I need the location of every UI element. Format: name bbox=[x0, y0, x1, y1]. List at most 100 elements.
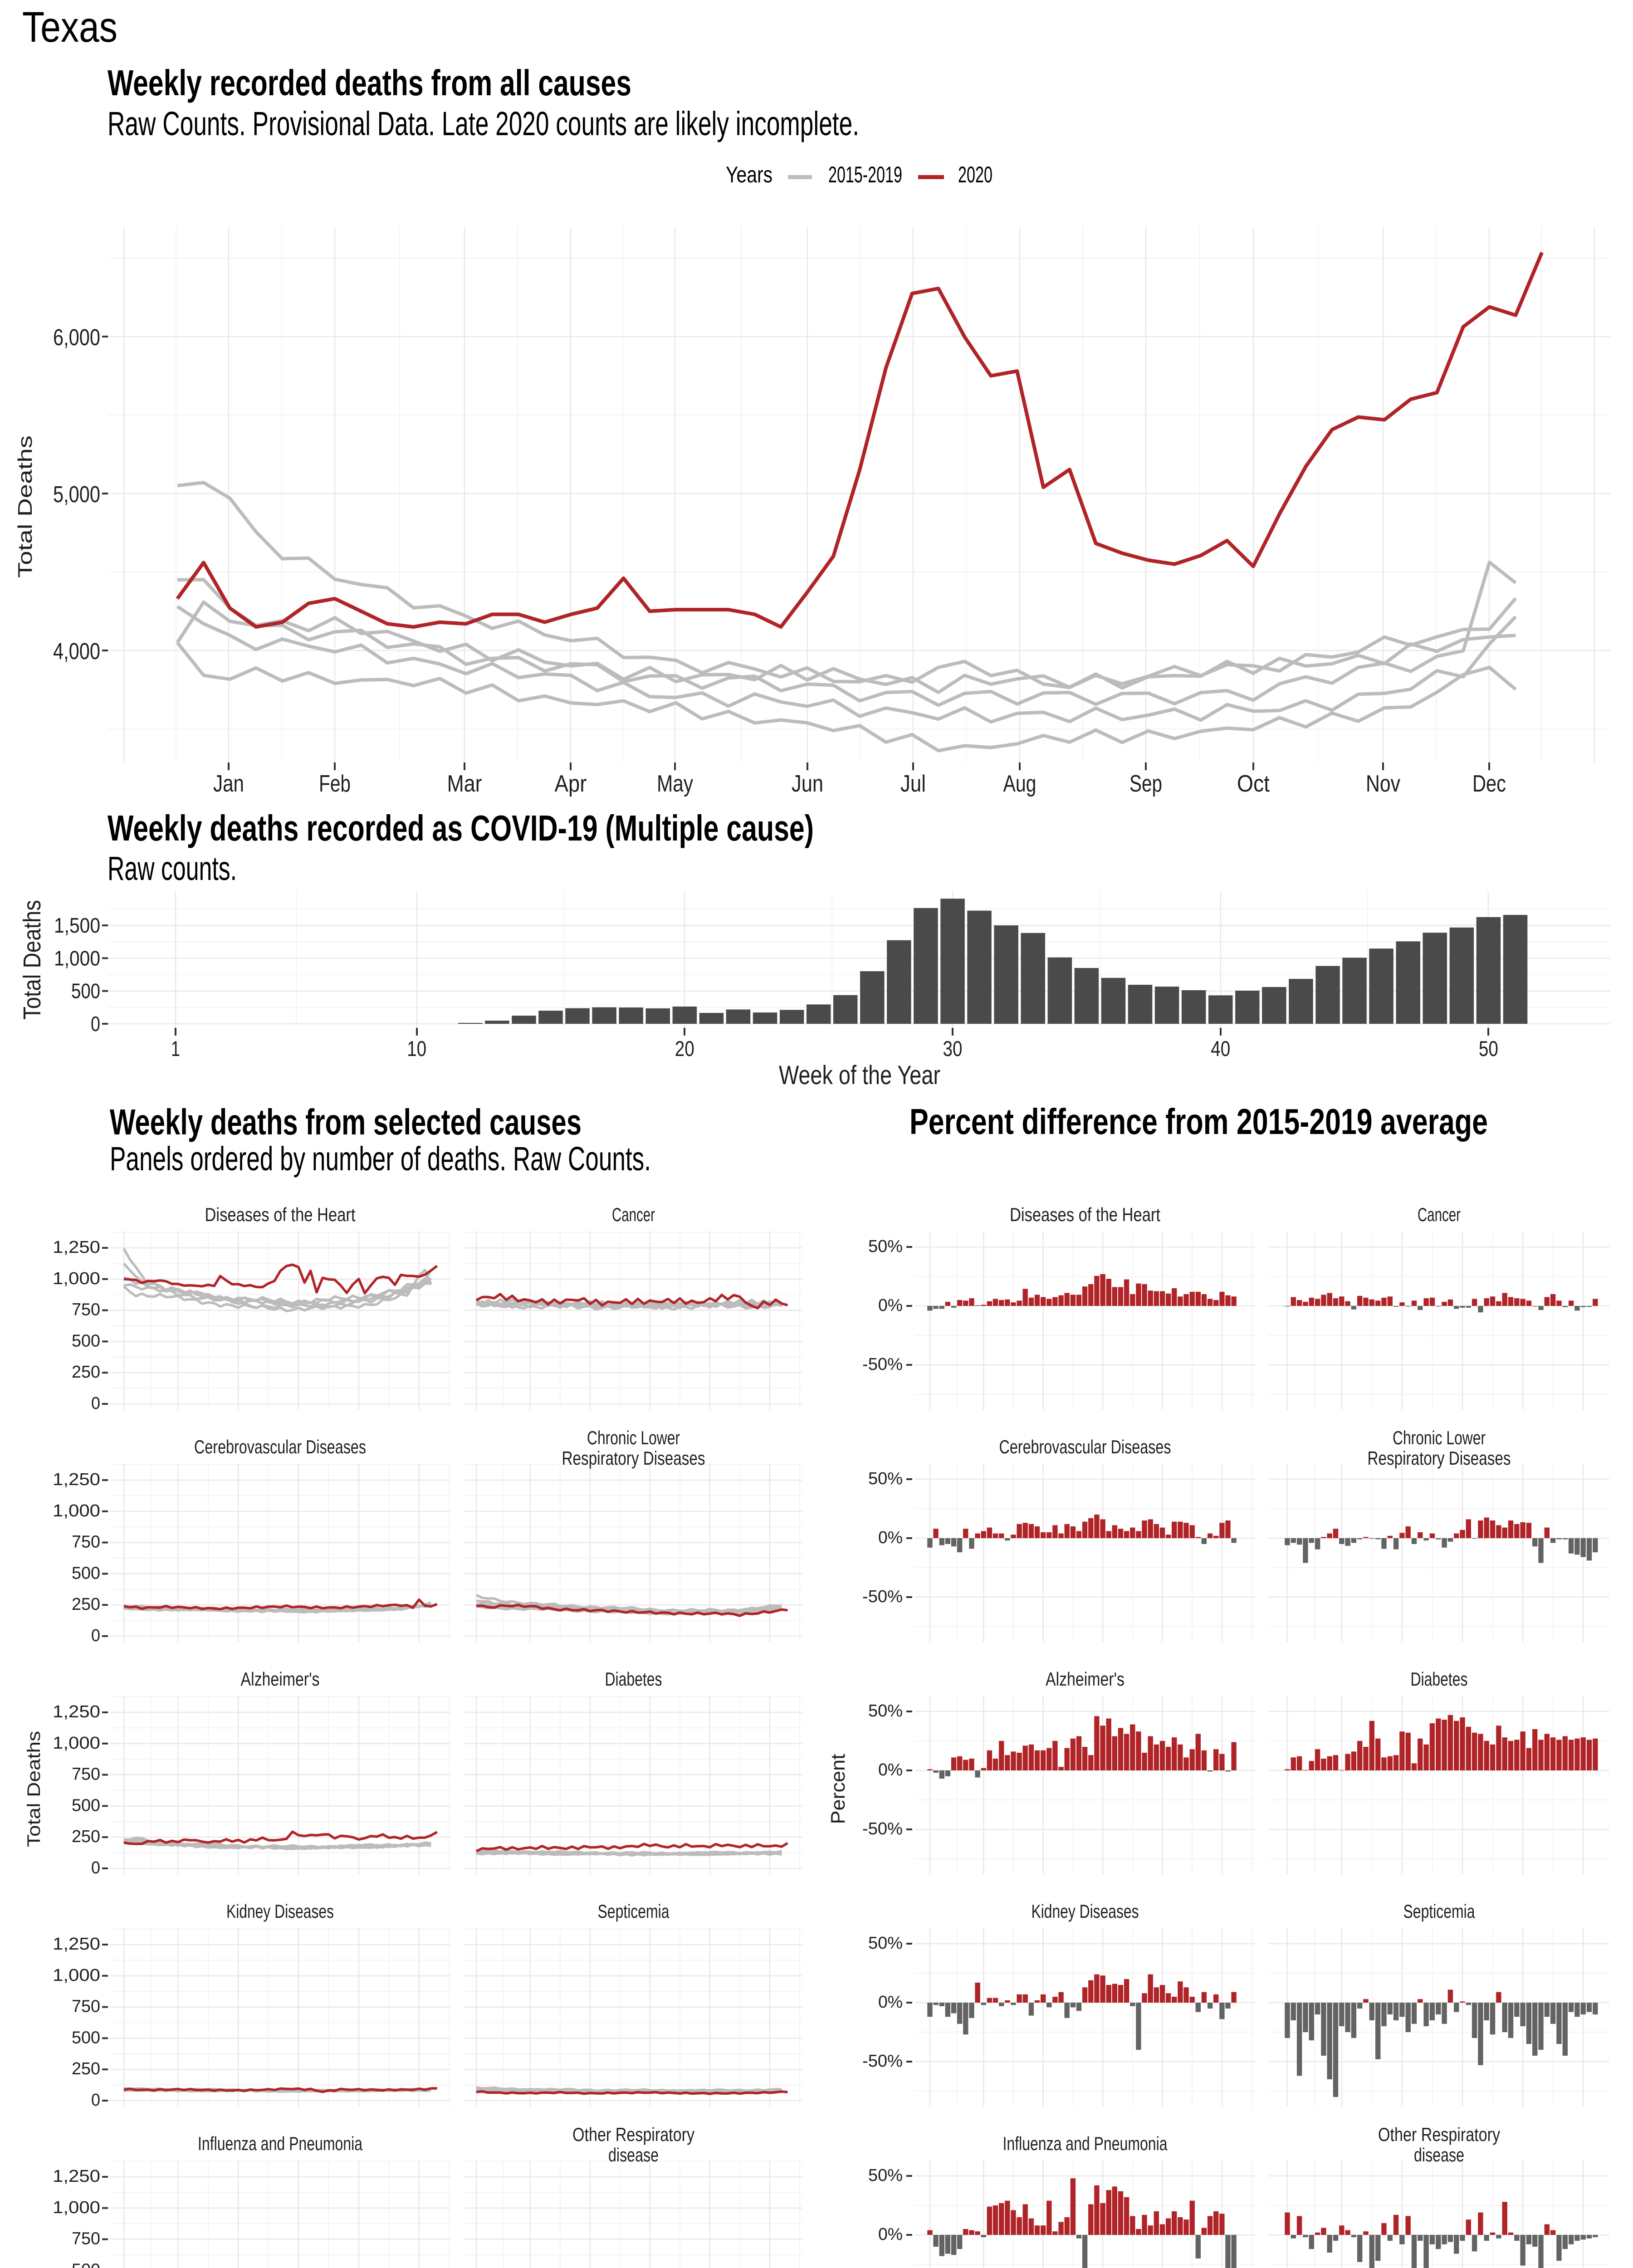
svg-text:Alzheimer's: Alzheimer's bbox=[1046, 1668, 1125, 1690]
svg-text:2020: 2020 bbox=[958, 162, 993, 187]
svg-text:Diabetes: Diabetes bbox=[1411, 1668, 1468, 1690]
svg-text:Septicemia: Septicemia bbox=[598, 1901, 670, 1922]
svg-text:0: 0 bbox=[91, 1012, 100, 1036]
svg-text:40: 40 bbox=[1211, 1036, 1230, 1061]
svg-text:Weekly deaths from selected ca: Weekly deaths from selected causes bbox=[110, 1102, 582, 1142]
svg-text:0%: 0% bbox=[878, 2225, 903, 2244]
svg-text:May: May bbox=[657, 771, 693, 797]
svg-text:Cancer: Cancer bbox=[1418, 1204, 1461, 1225]
svg-text:Oct: Oct bbox=[1237, 771, 1270, 797]
svg-text:Alzheimer's: Alzheimer's bbox=[241, 1668, 320, 1690]
svg-text:1,000: 1,000 bbox=[54, 946, 100, 970]
svg-text:50%: 50% bbox=[868, 1934, 903, 1953]
svg-text:Jul: Jul bbox=[900, 771, 926, 797]
svg-text:Percent difference from 2015-2: Percent difference from 2015-2019 averag… bbox=[909, 1101, 1488, 1142]
svg-text:1,500: 1,500 bbox=[54, 914, 100, 937]
svg-text:500: 500 bbox=[72, 1564, 100, 1583]
svg-text:750: 750 bbox=[72, 1533, 100, 1552]
svg-text:Cerebrovascular Diseases: Cerebrovascular Diseases bbox=[194, 1436, 366, 1457]
svg-text:Cancer: Cancer bbox=[612, 1204, 655, 1225]
svg-text:Weekly deaths recorded as COVI: Weekly deaths recorded as COVID-19 (Mult… bbox=[108, 808, 814, 848]
svg-text:6,000: 6,000 bbox=[53, 324, 100, 350]
svg-text:1,000: 1,000 bbox=[53, 1501, 100, 1520]
svg-text:Chronic Lower: Chronic Lower bbox=[587, 1427, 680, 1448]
svg-text:Chronic Lower: Chronic Lower bbox=[1393, 1427, 1486, 1448]
svg-text:1,250: 1,250 bbox=[53, 1470, 100, 1489]
svg-text:Kidney Diseases: Kidney Diseases bbox=[1032, 1901, 1139, 1922]
svg-text:Aug: Aug bbox=[1003, 771, 1037, 797]
svg-text:750: 750 bbox=[72, 1300, 100, 1320]
svg-text:Influenza and Pneumonia: Influenza and Pneumonia bbox=[1003, 2133, 1168, 2154]
svg-text:Total Deaths: Total Deaths bbox=[24, 1731, 44, 1847]
svg-text:250: 250 bbox=[72, 1595, 100, 1614]
svg-text:Total Deaths: Total Deaths bbox=[19, 900, 46, 1020]
svg-text:Mar: Mar bbox=[447, 771, 482, 797]
svg-text:500: 500 bbox=[72, 1331, 100, 1350]
svg-text:Diseases of the Heart: Diseases of the Heart bbox=[1010, 1204, 1160, 1225]
svg-text:1,000: 1,000 bbox=[53, 2198, 100, 2217]
svg-text:Jan: Jan bbox=[213, 771, 244, 797]
svg-text:500: 500 bbox=[72, 2260, 100, 2268]
svg-text:1,000: 1,000 bbox=[53, 1734, 100, 1753]
svg-text:Diseases of the Heart: Diseases of the Heart bbox=[205, 1204, 356, 1225]
svg-text:Jun: Jun bbox=[792, 771, 823, 797]
svg-text:0: 0 bbox=[91, 1858, 100, 1877]
svg-text:750: 750 bbox=[72, 2229, 100, 2248]
svg-text:500: 500 bbox=[72, 1796, 100, 1815]
svg-text:50%: 50% bbox=[868, 1701, 903, 1721]
svg-text:1,250: 1,250 bbox=[53, 2167, 100, 2186]
svg-text:0: 0 bbox=[91, 2091, 100, 2110]
svg-text:Other Respiratory: Other Respiratory bbox=[1378, 2124, 1500, 2145]
svg-text:50%: 50% bbox=[868, 1469, 903, 1488]
svg-text:disease: disease bbox=[1414, 2144, 1464, 2165]
svg-text:Panels ordered by number of de: Panels ordered by number of deaths. Raw … bbox=[110, 1140, 651, 1178]
svg-text:1,250: 1,250 bbox=[53, 1702, 100, 1721]
svg-text:1,000: 1,000 bbox=[53, 1269, 100, 1288]
svg-text:Respiratory Diseases: Respiratory Diseases bbox=[1368, 1447, 1511, 1469]
svg-text:disease: disease bbox=[608, 2144, 659, 2165]
svg-text:Septicemia: Septicemia bbox=[1403, 1901, 1475, 1922]
svg-text:Feb: Feb bbox=[319, 771, 351, 797]
svg-text:Percent: Percent bbox=[827, 1754, 849, 1824]
svg-text:Total Deaths: Total Deaths bbox=[14, 435, 36, 578]
svg-text:Diabetes: Diabetes bbox=[605, 1668, 662, 1690]
svg-text:2015-2019: 2015-2019 bbox=[828, 162, 902, 187]
svg-text:1,250: 1,250 bbox=[53, 1238, 100, 1257]
svg-text:30: 30 bbox=[943, 1036, 963, 1061]
svg-text:500: 500 bbox=[71, 979, 100, 1003]
svg-text:10: 10 bbox=[407, 1036, 426, 1061]
svg-text:Other Respiratory: Other Respiratory bbox=[572, 2124, 694, 2145]
svg-text:50: 50 bbox=[1479, 1036, 1498, 1061]
svg-text:-50%: -50% bbox=[862, 1587, 903, 1606]
svg-text:750: 750 bbox=[72, 1765, 100, 1784]
svg-text:5,000: 5,000 bbox=[53, 481, 100, 507]
svg-text:Cerebrovascular Diseases: Cerebrovascular Diseases bbox=[999, 1436, 1171, 1457]
svg-text:Sep: Sep bbox=[1129, 771, 1162, 797]
svg-text:Raw Counts. Provisional Data.: Raw Counts. Provisional Data. Late 2020 … bbox=[108, 105, 859, 142]
svg-text:750: 750 bbox=[72, 1997, 100, 2016]
svg-text:0%: 0% bbox=[878, 1760, 903, 1779]
svg-text:0%: 0% bbox=[878, 1296, 903, 1315]
svg-text:Kidney Diseases: Kidney Diseases bbox=[226, 1901, 334, 1922]
svg-text:Week of the Year: Week of the Year bbox=[779, 1061, 940, 1090]
svg-text:1,250: 1,250 bbox=[53, 1935, 100, 1954]
svg-text:-50%: -50% bbox=[862, 1355, 903, 1374]
svg-text:0: 0 bbox=[91, 1394, 100, 1413]
svg-text:Years: Years bbox=[726, 162, 772, 187]
svg-text:250: 250 bbox=[72, 1827, 100, 1846]
svg-text:Influenza and Pneumonia: Influenza and Pneumonia bbox=[198, 2133, 362, 2154]
svg-text:Dec: Dec bbox=[1472, 771, 1506, 797]
svg-text:50%: 50% bbox=[868, 1237, 903, 1256]
svg-text:Respiratory Diseases: Respiratory Diseases bbox=[562, 1447, 705, 1469]
svg-text:250: 250 bbox=[72, 1363, 100, 1382]
svg-text:Apr: Apr bbox=[555, 771, 587, 797]
svg-text:Texas: Texas bbox=[22, 3, 117, 51]
svg-text:0%: 0% bbox=[878, 1528, 903, 1547]
svg-text:Raw counts.: Raw counts. bbox=[108, 850, 237, 887]
svg-text:50%: 50% bbox=[868, 2166, 903, 2185]
svg-text:4,000: 4,000 bbox=[53, 638, 100, 664]
svg-text:250: 250 bbox=[72, 2059, 100, 2078]
svg-text:0: 0 bbox=[91, 1626, 100, 1645]
svg-text:Nov: Nov bbox=[1366, 771, 1400, 797]
svg-text:0%: 0% bbox=[878, 1993, 903, 2012]
